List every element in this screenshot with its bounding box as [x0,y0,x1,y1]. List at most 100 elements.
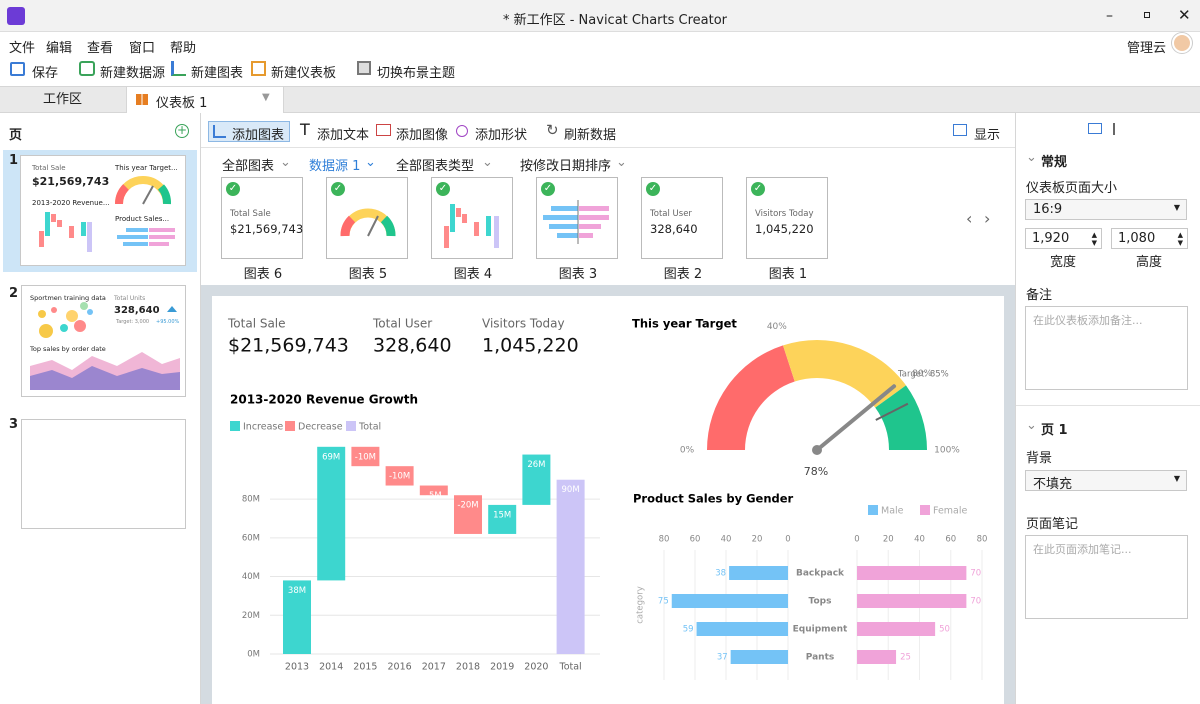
check: ✓ [331,182,345,196]
card-label: 图表 5 [348,267,388,282]
tab-active[interactable] [126,87,284,113]
spinbox[interactable]: 1,080 ▲ ▼ [1111,228,1188,249]
x-tick-label: 40 [721,535,732,545]
x-tick-label: 0 [785,535,790,545]
user-name[interactable]: 管理云 [1127,41,1167,56]
chart-card[interactable]: ✓ [431,177,513,259]
tab-icon[interactable] [1113,123,1126,135]
menu-item[interactable]: 帮助 [170,41,197,56]
bar [857,566,967,580]
axis-label: category [636,586,646,624]
textarea[interactable]: 在此仪表板添加备注... [1025,306,1188,390]
value-label: 78% [804,465,828,478]
maximize[interactable] [1144,12,1150,18]
x-tick-label: 0 [854,535,859,545]
toolbar-button[interactable]: 切换布景主题 [377,66,456,81]
page-thumbnail[interactable]: Total Sale $21,569,743 This year Target.… [20,155,186,266]
toolbar-button[interactable]: 新建数据源 [100,66,166,81]
chart-card[interactable]: ✓ Visitors Today 1,045,220 [746,177,828,259]
card-graphic [340,208,396,237]
tab[interactable]: 工作区 [42,92,82,107]
x-tick-label: 80 [977,535,988,545]
toolbar-button[interactable]: 新建仪表板 [271,66,337,81]
tick-label: 40% [767,322,787,332]
select[interactable]: 16:9 ▼ [1025,199,1187,220]
bar [857,622,936,636]
y-tick-label: 80M [242,495,260,505]
spinbox[interactable]: 1,920 ▲ ▼ [1025,228,1102,249]
chart-title: This year Target [632,317,737,331]
value-label: 70 [970,569,981,579]
close[interactable]: ✕ [1178,6,1191,24]
icon: ↻ [546,121,559,139]
chevron: ⌄ [280,155,291,170]
filter[interactable]: 数据源 1 [309,159,361,174]
value-label: -10M [355,452,376,462]
card-label: 图表 3 [558,267,598,282]
category-label: Backpack [796,569,845,579]
kpi-label: Total User [372,317,432,331]
chart-icon [171,61,186,76]
minimize[interactable]: – [1106,8,1113,24]
prev[interactable]: ‹ [966,209,973,228]
value-label: 70 [970,597,981,607]
divider [201,147,1015,148]
add-page[interactable]: + [175,123,189,138]
toolbar-button[interactable]: 保存 [32,66,59,81]
category-label: Pants [806,653,835,663]
filter[interactable]: 全部图表 [222,159,275,174]
tab-label[interactable]: 仪表板 1 [156,96,208,111]
thumb-text: Product Sales... [115,215,170,223]
tab-icon[interactable] [1088,123,1102,134]
menu-item[interactable]: 查看 [87,41,114,56]
value-label: 38M [288,586,306,596]
page-thumbnail[interactable]: Sportmen training data Total Units 328,6… [21,285,186,397]
value-label: 37 [717,653,728,663]
tab-dropdown[interactable]: ▼ [262,92,270,103]
divider [1015,113,1016,704]
dashboard-icon [251,61,266,76]
toolbar-button[interactable]: 添加图像 [396,128,449,143]
icon [456,125,468,137]
textarea[interactable]: 在此页面添加笔记... [1025,535,1188,619]
chart-card[interactable]: ✓ [326,177,408,259]
page-thumbnail[interactable] [21,419,186,529]
select-value: 16:9 [1033,202,1063,217]
kpi-value: 1,045,220 [482,335,579,357]
menu-item[interactable]: 编辑 [46,41,73,56]
button-selected[interactable] [208,121,290,142]
card-text: 328,640 [650,222,698,236]
tick-label: 100% [934,446,960,456]
select[interactable]: 不填充 ▼ [1025,470,1187,492]
menu-item[interactable]: 窗口 [129,41,156,56]
legend-swatch [285,421,295,431]
kpi-value: 328,640 [373,335,452,357]
chart-card[interactable]: ✓ [536,177,618,259]
bar [351,446,380,467]
field-label: 仪表板页面大小 [1026,181,1118,196]
toolbar-button[interactable]: 添加形状 [475,128,528,143]
chart-card[interactable]: ✓ Total Sale $21,569,743 [221,177,303,259]
bar [857,650,897,664]
chart-card[interactable]: ✓ Total User 328,640 [641,177,723,259]
toolbar-button[interactable]: 显示 [974,128,1001,143]
menu-item[interactable]: 文件 [9,41,36,56]
toolbar-button[interactable]: 添加图表 [232,128,285,143]
toolbar-button[interactable]: 刷新数据 [564,128,617,143]
category-label: Equipment [793,625,848,635]
toolbar-button[interactable]: 新建图表 [191,66,244,81]
toolbar-button[interactable]: 添加文本 [317,128,370,143]
title-bar [0,0,1200,32]
legend-swatch [920,505,930,515]
needle [815,384,897,452]
value-label: 38 [715,569,726,579]
thumb-text: $21,569,743 [32,175,110,188]
filter[interactable]: 按修改日期排序 [520,159,612,174]
next[interactable]: › [984,209,991,228]
thumb-text: Top sales by order date [30,345,106,353]
avatar[interactable] [1172,33,1192,53]
legend-label: Female [933,506,968,517]
check: ✓ [541,182,555,196]
filter[interactable]: 全部图表类型 [396,159,475,174]
